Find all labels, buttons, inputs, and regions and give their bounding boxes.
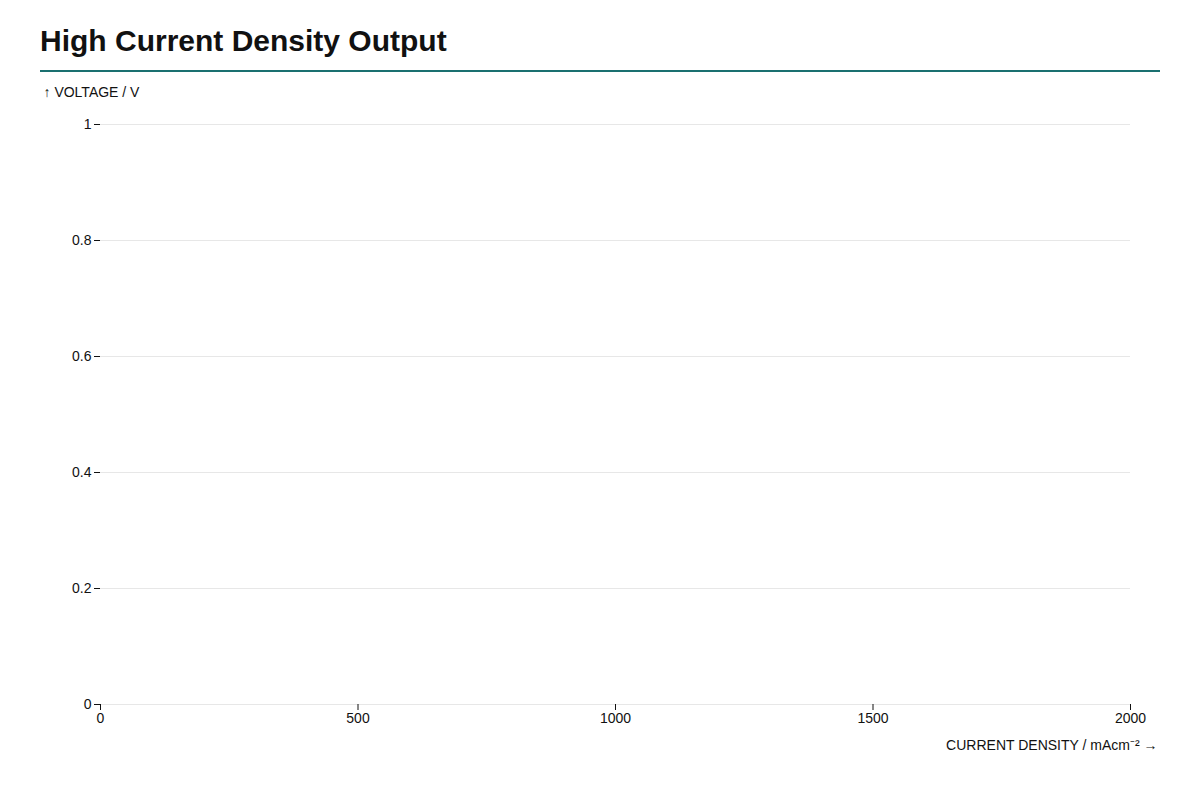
svg-text:0.8: 0.8 bbox=[72, 232, 92, 248]
svg-text:0: 0 bbox=[84, 696, 92, 712]
svg-text:CURRENT DENSITY / mAcm⁻² →: CURRENT DENSITY / mAcm⁻² → bbox=[946, 737, 1157, 753]
svg-text:0.4: 0.4 bbox=[72, 464, 92, 480]
svg-text:1000: 1000 bbox=[600, 710, 631, 726]
html-text:High Current Density Output: High Current Density Output bbox=[40, 24, 447, 57]
svg-text:1500: 1500 bbox=[857, 710, 888, 726]
svg-text:↑ VOLTAGE / V: ↑ VOLTAGE / V bbox=[44, 84, 141, 100]
svg-text:0.6: 0.6 bbox=[72, 348, 92, 364]
svg-text:2000: 2000 bbox=[1115, 710, 1146, 726]
svg-text:1: 1 bbox=[84, 116, 92, 132]
svg-text:0: 0 bbox=[97, 710, 105, 726]
svg-text:0.2: 0.2 bbox=[72, 580, 92, 596]
svg-text:500: 500 bbox=[346, 710, 370, 726]
